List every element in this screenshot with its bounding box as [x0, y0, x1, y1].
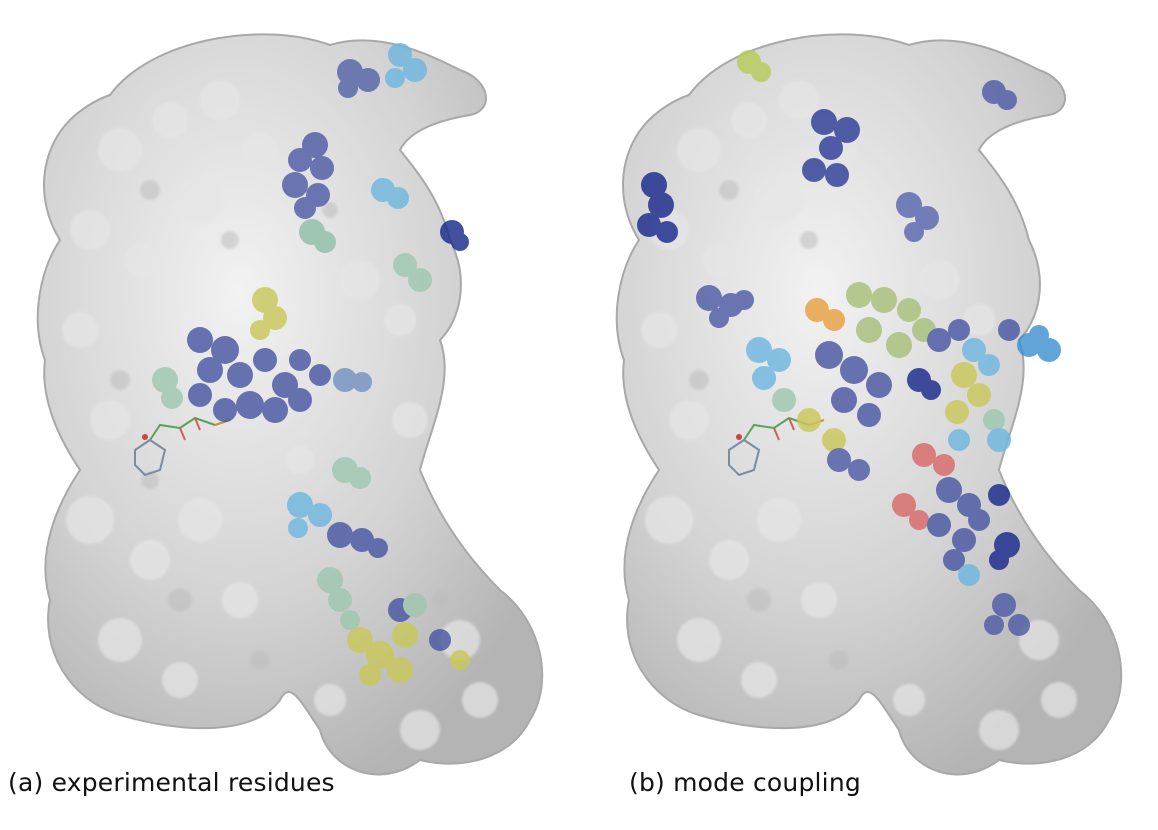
residue-cluster	[797, 362, 991, 452]
panel-mode-coupling: (b) mode coupling	[579, 0, 1158, 830]
residue-cluster	[746, 337, 1000, 390]
surface-bumps	[62, 80, 498, 750]
residue-cluster	[892, 443, 955, 530]
residue-cluster	[815, 319, 1020, 427]
residue-cluster	[250, 287, 287, 340]
residue-cluster	[337, 59, 380, 98]
residue-cluster	[385, 43, 427, 88]
residue-cluster	[282, 132, 334, 219]
residue-clusters	[637, 50, 1061, 636]
residue-cluster	[333, 368, 372, 392]
residue-cluster	[371, 178, 409, 209]
residue-cluster	[317, 567, 352, 612]
protein-surface-image-b	[615, 33, 1123, 776]
residue-cluster	[982, 80, 1017, 110]
residue-cluster	[907, 368, 941, 400]
residue-cluster	[187, 327, 331, 423]
panel-experimental-residues: (a) experimental residues	[8, 33, 544, 797]
surface-shadows	[110, 180, 449, 670]
panel-caption: (b) mode coupling	[629, 768, 861, 797]
residue-cluster	[696, 285, 754, 328]
residue-cluster	[327, 522, 388, 558]
residue-cluster	[287, 492, 332, 538]
surface-shadows	[689, 180, 1028, 670]
residue-cluster	[637, 172, 678, 243]
protein-surface-image-a	[36, 33, 544, 776]
residue-cluster	[347, 622, 470, 686]
residue-cluster	[827, 448, 870, 481]
residue-cluster	[1017, 325, 1061, 362]
residue-cluster	[802, 109, 860, 187]
residue-cluster	[440, 220, 469, 251]
residue-cluster	[896, 192, 939, 242]
residue-cluster	[393, 253, 432, 292]
residue-cluster	[948, 428, 1011, 452]
residue-clusters	[152, 43, 470, 686]
residue-cluster	[332, 457, 371, 489]
residue-cluster	[805, 298, 845, 331]
residue-cluster	[340, 593, 427, 630]
residue-cluster	[927, 477, 990, 571]
residue-cluster	[988, 484, 1020, 570]
residue-cluster	[772, 388, 1005, 431]
residue-cluster	[737, 50, 771, 82]
residue-cluster	[846, 282, 936, 358]
residue-cluster	[299, 219, 336, 253]
residue-cluster	[152, 367, 183, 409]
panel-caption: (a) experimental residues	[8, 768, 335, 797]
ligand-stick-model	[134, 416, 231, 477]
residue-cluster	[958, 564, 980, 586]
residue-cluster	[984, 593, 1030, 636]
